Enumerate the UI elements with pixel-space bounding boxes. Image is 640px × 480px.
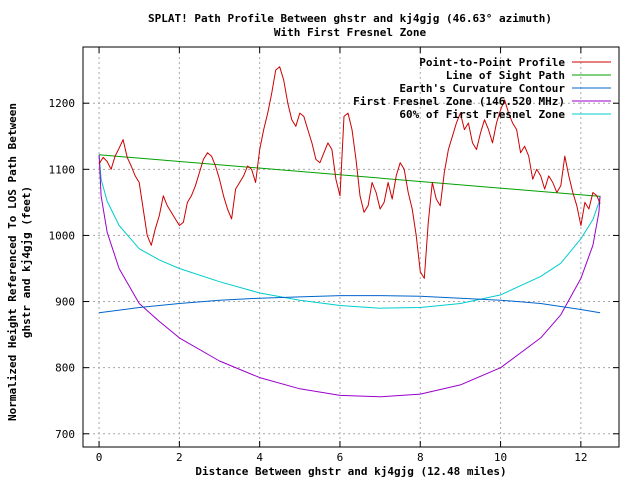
legend-label-2: Earth's Curvature Contour [399,82,565,95]
x-tick-label: 6 [337,451,344,464]
y-axis-label-line2: ghstr and kj4gjg (feet) [20,186,33,338]
y-axis-label-line1: Normalized Height Referenced To LOS Path… [6,103,19,421]
series-lines [98,66,601,398]
x-tick-label: 0 [96,451,103,464]
legend-label-1: Line of Sight Path [446,69,565,82]
y-tick-label: 1100 [49,163,76,176]
legend-label-4: 60% of First Fresnel Zone [399,108,565,121]
x-tick-label: 2 [176,451,183,464]
x-tick-label: 10 [494,451,507,464]
y-tick-label: 1200 [49,97,76,110]
plot-frame [82,46,620,448]
x-tick-label: 4 [256,451,263,464]
series-line-1 [99,154,601,197]
series-line-4 [98,154,601,309]
y-tick-label: 900 [55,296,75,309]
chart-title: SPLAT! Path Profile Between ghstr and kj… [148,12,552,25]
x-tick-label: 12 [574,451,587,464]
axis-ticks: 0 2 4 6 8 10 12 700 800 900 1000 1100 1200 [49,47,619,464]
y-tick-label: 1000 [49,229,76,242]
x-axis-label: Distance Between ghstr and kj4gjg (12.48… [195,465,506,478]
series-line-2 [99,295,601,314]
grid [83,47,619,447]
y-tick-label: 800 [55,362,75,375]
legend-label-0: Point-to-Point Profile [419,56,565,69]
x-tick-label: 8 [417,451,424,464]
y-tick-label: 700 [55,428,75,441]
series-line-3 [98,154,601,398]
series-line-0 [98,66,601,279]
chart-subtitle: With First Fresnel Zone [274,26,427,39]
legend-label-3: First Fresnel Zone (146.520 MHz) [353,95,565,108]
